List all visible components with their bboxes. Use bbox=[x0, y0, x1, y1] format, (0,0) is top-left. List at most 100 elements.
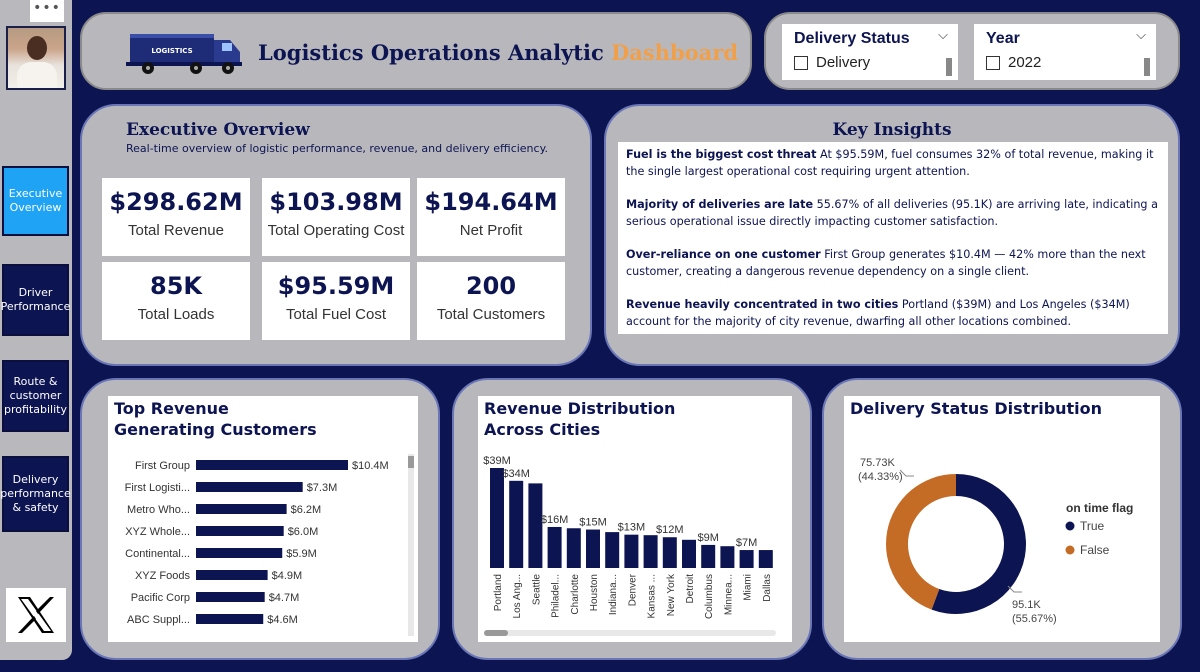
data-label: $34M bbox=[502, 468, 530, 480]
slicer-title: Year bbox=[986, 30, 1020, 47]
truck-label: LOGISTICS bbox=[151, 47, 192, 55]
category-label: Indiana... bbox=[608, 574, 619, 615]
data-label: $9M bbox=[697, 532, 718, 544]
category-label: Minnea... bbox=[723, 574, 734, 615]
cities-chart: Revenue Distribution Across Cities $39M P… bbox=[478, 396, 792, 642]
data-label: $5.9M bbox=[286, 548, 317, 560]
nav-executive-overview[interactable]: Executive Overview bbox=[2, 166, 69, 236]
bar bbox=[196, 482, 303, 492]
left-nav-rail: ••• Executive Overview Driver Performanc… bbox=[0, 0, 72, 660]
x-logo-icon[interactable] bbox=[6, 588, 66, 642]
data-label: $7M bbox=[736, 537, 757, 549]
cities-panel: Revenue Distribution Across Cities $39M P… bbox=[452, 378, 812, 660]
kpi-label: Total Operating Cost bbox=[267, 222, 405, 239]
checkbox-icon[interactable] bbox=[794, 55, 808, 70]
section-title: Executive Overview bbox=[126, 120, 310, 140]
bar bbox=[605, 532, 620, 568]
insight-item: Revenue heavily concentrated in two citi… bbox=[626, 298, 1130, 328]
data-label: $16M bbox=[541, 514, 569, 526]
category-label: Philadel... bbox=[551, 574, 562, 618]
kpi-label: Total Fuel Cost bbox=[285, 306, 387, 323]
bar bbox=[196, 614, 264, 624]
data-label: (44.33%) bbox=[858, 471, 903, 483]
legend-swatch bbox=[1065, 521, 1075, 531]
slicer-title: Delivery Status bbox=[794, 30, 910, 47]
insight-item: Fuel is the biggest cost threat At $95.5… bbox=[626, 148, 1154, 178]
category-label: Columbus bbox=[704, 574, 715, 619]
category-label: XYZ Foods bbox=[135, 570, 191, 582]
scrollbar-thumb bbox=[408, 456, 414, 468]
leader-line bbox=[1007, 585, 1022, 593]
bar bbox=[196, 504, 287, 514]
chevron-down-icon[interactable]: ⌵ bbox=[1136, 28, 1146, 43]
bar bbox=[643, 535, 658, 568]
data-label: $6.2M bbox=[291, 504, 322, 516]
checkbox-icon[interactable] bbox=[986, 55, 1000, 70]
delivery-donut-chart: 95.1K (55.67%) 75.73K (44.33%) on time flag T… bbox=[858, 457, 1133, 625]
category-label: Portland bbox=[493, 574, 504, 611]
kpi-label: Net Profit bbox=[459, 222, 523, 239]
kpi-value: $95.59M bbox=[277, 272, 395, 300]
year-slicer[interactable]: Year ⌵ 2022 bbox=[974, 24, 1156, 80]
slicer-option[interactable]: Delivery bbox=[794, 54, 870, 71]
data-label: 75.73K bbox=[860, 457, 896, 469]
chart-title: Top Revenue Generating Customers bbox=[114, 399, 317, 439]
category-label: Miami bbox=[743, 574, 754, 601]
delivery-status-slicer[interactable]: Delivery Status ⌵ Delivery bbox=[782, 24, 958, 80]
kpi-label: Total Loads bbox=[137, 306, 215, 323]
category-label: Continental... bbox=[125, 548, 190, 560]
kpi-card-net-profit: $194.64M Net Profit bbox=[417, 178, 565, 256]
category-label: XYZ Whole... bbox=[125, 526, 190, 538]
category-label: Los Ang... bbox=[512, 574, 523, 618]
category-label: Kansas ... bbox=[647, 574, 658, 618]
bar bbox=[490, 468, 504, 568]
bar bbox=[547, 526, 562, 568]
category-label: Houston bbox=[589, 574, 600, 611]
data-label: $6.0M bbox=[288, 526, 319, 538]
delivery-status-panel: Delivery Status Distribution 95.1K (55.67… bbox=[822, 378, 1182, 660]
chart-title: Revenue Distribution Across Cities bbox=[484, 399, 676, 439]
category-label: Charlotte bbox=[570, 574, 581, 615]
data-label: $4.6M bbox=[267, 614, 298, 626]
scrollbar-thumb bbox=[484, 630, 508, 636]
scrollbar[interactable] bbox=[946, 58, 952, 76]
more-options-icon[interactable]: ••• bbox=[30, 0, 64, 22]
section-title: Key Insights bbox=[832, 120, 952, 140]
bar bbox=[720, 546, 735, 568]
data-label: $10.4M bbox=[352, 460, 389, 472]
nav-driver-performance[interactable]: Driver Performance bbox=[1, 264, 70, 336]
bar bbox=[682, 539, 696, 568]
chevron-down-icon[interactable]: ⌵ bbox=[938, 28, 948, 43]
category-label: Seattle bbox=[531, 574, 542, 606]
kpi-card-total-revenue: $298.62M Total Revenue bbox=[102, 178, 250, 256]
scrollbar-track bbox=[408, 454, 414, 636]
category-label: Pacific Corp bbox=[131, 592, 190, 604]
nav-delivery-performance-safety[interactable]: Delivery performance & safety bbox=[0, 456, 71, 532]
section-subtitle: Real-time overview of logistic performan… bbox=[126, 142, 549, 155]
kpi-card-operating-cost: $103.98M Total Operating Cost bbox=[262, 178, 410, 256]
category-label: First Logisti... bbox=[125, 482, 190, 494]
kpi-value: 85K bbox=[150, 272, 202, 300]
scrollbar[interactable] bbox=[1144, 58, 1150, 76]
bar bbox=[586, 529, 600, 568]
legend-label: True bbox=[1080, 519, 1105, 533]
slicer-option[interactable]: 2022 bbox=[986, 54, 1041, 71]
executive-overview-panel: Executive Overview Real-time overview of… bbox=[80, 104, 592, 366]
category-label: Metro Who... bbox=[127, 504, 190, 516]
category-label: ABC Suppl... bbox=[127, 614, 190, 626]
data-label: $4.7M bbox=[269, 592, 300, 604]
scrollbar-track bbox=[484, 630, 776, 636]
kpi-value: 200 bbox=[465, 272, 517, 300]
bar bbox=[196, 570, 268, 580]
legend-title: on time flag bbox=[1066, 501, 1133, 515]
category-label: First Group bbox=[135, 460, 190, 472]
kpi-value: $194.64M bbox=[424, 188, 558, 216]
nav-route-customer-profitability[interactable]: Route & customer profitability bbox=[2, 360, 69, 432]
kpi-label: Total Customers bbox=[436, 306, 546, 323]
data-label: $4.9M bbox=[272, 570, 303, 582]
data-label: $15M bbox=[579, 517, 607, 529]
insights-text: Fuel is the biggest cost threat At $95.5… bbox=[618, 142, 1168, 334]
data-label: $12M bbox=[656, 524, 684, 536]
bar bbox=[196, 526, 284, 536]
insight-item: Over-reliance on one customer First Grou… bbox=[626, 248, 1146, 278]
